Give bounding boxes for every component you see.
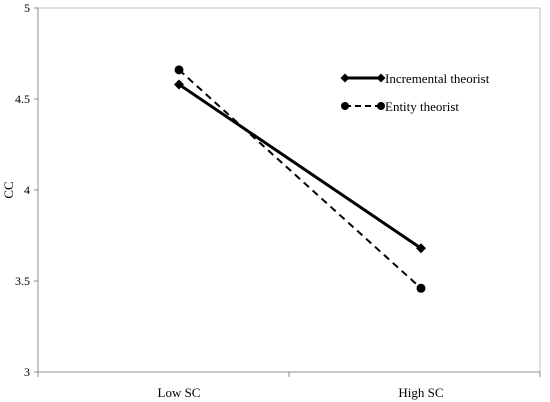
- legend-marker: [376, 73, 386, 83]
- y-tick-label: 3: [24, 365, 30, 379]
- y-tick-label: 4.5: [15, 92, 30, 106]
- data-point: [174, 65, 184, 75]
- legend-label: Entity theorist: [385, 99, 459, 114]
- data-point: [416, 283, 426, 293]
- y-tick-label: 4: [24, 183, 30, 197]
- series-line: [178, 69, 422, 290]
- legend-entry: Entity theorist: [341, 99, 459, 114]
- x-tick-label: Low SC: [158, 385, 201, 400]
- series-entity: [174, 65, 426, 293]
- x-tick-label: High SC: [398, 385, 443, 400]
- legend-marker: [341, 102, 349, 110]
- legend-marker: [340, 73, 350, 83]
- y-tick-label: 3.5: [15, 274, 30, 288]
- series-line: [178, 83, 422, 250]
- data-point: [174, 79, 184, 90]
- data-point: [416, 243, 426, 254]
- legend: Incremental theorist Entity theorist: [340, 71, 490, 114]
- y-axis-label: CC: [1, 181, 16, 198]
- series-incremental: [174, 79, 426, 254]
- chart-axes: 3 3.5 4 4.5 5 Low SC High SC CC: [1, 1, 541, 400]
- legend-marker: [377, 102, 385, 110]
- legend-entry: Incremental theorist: [340, 71, 490, 86]
- legend-label: Incremental theorist: [385, 71, 490, 86]
- series-layer: [174, 65, 426, 293]
- y-tick-label: 5: [24, 1, 30, 15]
